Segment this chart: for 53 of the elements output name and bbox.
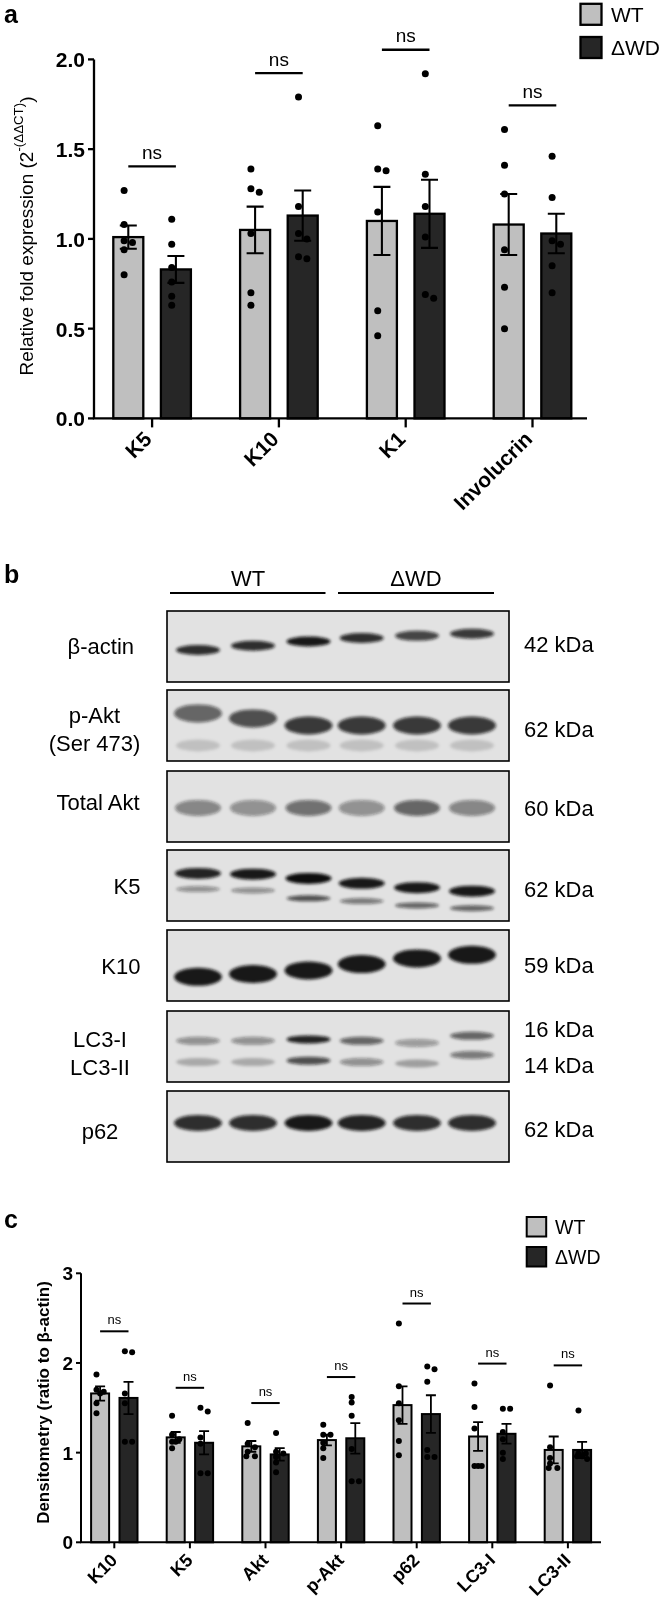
text: p62 bbox=[81, 1119, 119, 1144]
text: b bbox=[4, 560, 20, 588]
text: LC3-II bbox=[70, 1055, 130, 1080]
text: 42 kDa bbox=[524, 632, 595, 657]
y-tick-label: 3 bbox=[62, 1262, 73, 1284]
y-tick-label: 0.0 bbox=[55, 406, 85, 430]
text: Total Akt bbox=[56, 790, 140, 815]
text: p-Akt bbox=[68, 703, 121, 728]
y-tick-label: 0.5 bbox=[55, 317, 86, 341]
annotation: ns bbox=[485, 1344, 500, 1360]
chart-title: a bbox=[4, 0, 19, 28]
y-tick-label: 2.0 bbox=[55, 47, 85, 71]
x-tick-label: K10 bbox=[83, 1549, 122, 1588]
y-tick-label: 1.5 bbox=[55, 137, 86, 161]
annotation: ns bbox=[107, 1312, 122, 1328]
annotation: ns bbox=[142, 141, 163, 163]
annotation: ns bbox=[561, 1346, 576, 1362]
annotation: ns bbox=[409, 1284, 425, 1300]
y-tick-label: 2 bbox=[62, 1352, 73, 1374]
y-axis-title: Densitometry (ratio to β-actin) bbox=[33, 1281, 53, 1524]
text: 16 kDa bbox=[524, 1017, 595, 1042]
x-tick-label: Akt bbox=[237, 1549, 273, 1585]
y-tick-label: 0 bbox=[62, 1531, 73, 1553]
text: 14 kDa bbox=[524, 1053, 595, 1078]
text: β-actin bbox=[67, 634, 134, 659]
text: WT bbox=[230, 566, 266, 591]
text: 62 kDa bbox=[524, 717, 595, 742]
chart-title: c bbox=[4, 1205, 18, 1233]
annotation: ns bbox=[183, 1368, 198, 1384]
annotation: ns bbox=[334, 1358, 349, 1374]
text: ns bbox=[395, 25, 416, 47]
annotation: ns bbox=[522, 80, 543, 102]
y-tick-label: 1 bbox=[62, 1442, 74, 1464]
legend-label: WT bbox=[611, 2, 644, 26]
x-tick-label: K10 bbox=[239, 426, 283, 471]
text: 62 kDa bbox=[524, 877, 595, 902]
text: ΔWD bbox=[390, 566, 442, 591]
text: 60 kDa bbox=[524, 796, 595, 821]
x-tick-label: K1 bbox=[374, 426, 410, 463]
text: (Ser 473) bbox=[48, 731, 141, 756]
legend-label: WT bbox=[555, 1215, 586, 1238]
text: K5 bbox=[113, 873, 141, 899]
x-tick-label: K5 bbox=[120, 426, 157, 463]
legend-label: ΔWD bbox=[611, 36, 661, 59]
annotation: ns bbox=[258, 1384, 273, 1400]
text: 59 kDa bbox=[524, 953, 595, 978]
x-tick-label: K5 bbox=[166, 1549, 197, 1581]
annotation: ns bbox=[268, 48, 289, 70]
legend-label: ΔWD bbox=[555, 1245, 601, 1268]
text: 62 kDa bbox=[524, 1117, 595, 1142]
text: LC3-I bbox=[73, 1026, 127, 1052]
y-tick-label: 1.0 bbox=[55, 227, 85, 251]
text: K10 bbox=[101, 954, 141, 979]
